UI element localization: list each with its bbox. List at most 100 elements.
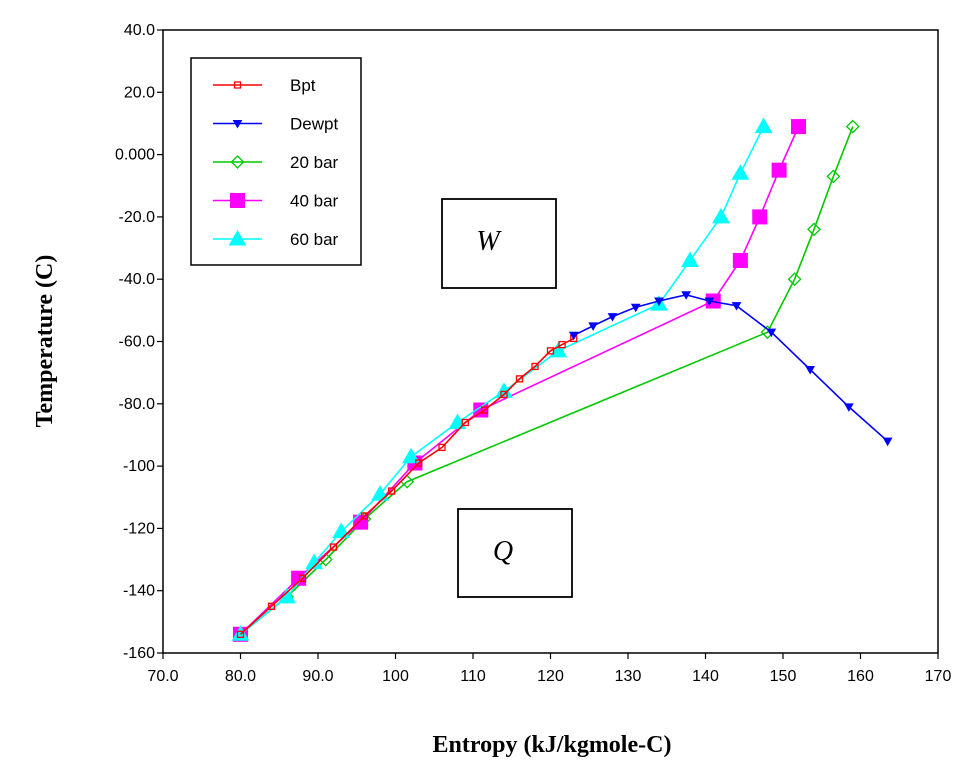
series-line — [573, 293, 889, 442]
series-line — [239, 126, 765, 635]
legend-item: Dewpt — [213, 115, 338, 134]
x-tick-label: 130 — [615, 668, 642, 685]
box-w-frame — [441, 198, 557, 289]
x-tick-label: 70.0 — [147, 668, 178, 685]
y-tick-label: -40.0 — [119, 271, 156, 288]
x-tick-label: 80.0 — [225, 668, 256, 685]
data-point — [731, 302, 742, 311]
data-point — [360, 512, 369, 520]
data-point — [415, 459, 423, 467]
data-point — [233, 81, 242, 89]
data-point — [681, 291, 691, 300]
data-point — [712, 207, 730, 224]
y-tick-label: 0.000 — [115, 147, 155, 164]
y-tick-label: -140 — [123, 583, 155, 600]
data-point — [732, 253, 748, 269]
x-tick-label: 120 — [537, 668, 564, 685]
x-tick-label: 140 — [692, 668, 719, 685]
data-point — [630, 303, 641, 313]
y-tick-label: -120 — [123, 520, 155, 537]
legend-label: 20 bar — [290, 153, 339, 172]
x-tick-label: 150 — [770, 668, 797, 685]
data-point — [704, 297, 715, 307]
data-point — [568, 331, 579, 341]
y-tick-label: -100 — [123, 458, 155, 475]
data-point — [588, 322, 598, 331]
x-tick-label: 160 — [847, 668, 874, 685]
data-point — [844, 403, 854, 412]
y-tick-label: -20.0 — [119, 209, 156, 226]
y-tick-label: -60.0 — [119, 334, 156, 351]
data-point — [787, 272, 802, 287]
data-point — [766, 328, 777, 338]
y-tick-label: 20.0 — [124, 84, 155, 101]
data-point — [371, 485, 389, 501]
data-point — [500, 390, 508, 399]
series-dewpt — [568, 291, 893, 447]
legend: Bpt Dewpt 20 bar 40 bar 60 bar — [190, 57, 362, 266]
x-tick-label: 100 — [382, 668, 409, 685]
data-point — [531, 362, 539, 371]
data-point — [546, 347, 555, 355]
data-point — [845, 119, 860, 134]
data-point — [681, 251, 699, 268]
box-q-label: Q — [493, 536, 513, 567]
y-tick-label: 40.0 — [124, 22, 155, 39]
data-point — [402, 447, 420, 464]
data-point — [228, 229, 247, 246]
series-line — [239, 337, 575, 635]
data-point — [230, 155, 245, 169]
x-axis-title: Entropy (kJ/kgmole-C) — [433, 732, 672, 758]
data-point — [267, 602, 276, 610]
data-point — [298, 574, 307, 582]
x-tick-label: 170 — [925, 668, 952, 685]
data-point — [332, 522, 351, 539]
axis-ticks: 70.0 80.0 90.0 100 110 120 130 140 150 160 170 40.0… — [115, 22, 951, 685]
data-point — [438, 443, 446, 452]
series-line — [239, 126, 854, 635]
legend-label: Bpt — [290, 76, 316, 95]
y-tick-label: -160 — [123, 645, 155, 662]
data-point — [480, 406, 489, 414]
data-point — [329, 543, 338, 551]
data-point — [558, 340, 566, 349]
x-tick-label: 90.0 — [302, 668, 333, 685]
legend-item: 20 bar — [213, 153, 339, 172]
data-point — [387, 487, 396, 495]
data-point — [232, 120, 243, 129]
legend-label: 40 bar — [290, 192, 339, 211]
data-point — [754, 117, 773, 134]
data-point — [448, 413, 467, 429]
data-point — [607, 313, 618, 322]
annotation-box-q: Q — [457, 508, 573, 598]
legend-item: Bpt — [213, 76, 316, 95]
data-point — [807, 222, 821, 237]
data-point — [882, 437, 893, 447]
legend-item: 60 bar — [213, 229, 339, 249]
data-point — [791, 119, 806, 135]
box-q-frame — [457, 508, 573, 598]
x-tick-label: 110 — [460, 668, 486, 685]
legend-label: Dewpt — [290, 115, 338, 134]
box-w-label: W — [476, 226, 502, 257]
data-point — [236, 630, 245, 638]
y-tick-label: -80.0 — [119, 396, 156, 413]
data-point — [752, 209, 768, 225]
series-bpt — [236, 334, 578, 638]
data-point — [230, 193, 245, 208]
data-point — [826, 169, 841, 184]
data-point — [771, 162, 787, 178]
y-axis-title: Temperature (C) — [32, 255, 58, 428]
series-layer — [231, 117, 893, 642]
data-point — [461, 418, 469, 427]
data-point — [515, 375, 524, 383]
data-point — [654, 297, 664, 307]
legend-label: 60 bar — [290, 230, 339, 249]
legend-item: 40 bar — [213, 192, 339, 211]
data-point — [549, 341, 568, 358]
annotation-box-w: W — [441, 198, 557, 289]
data-point — [731, 164, 750, 180]
legend-items: Bpt Dewpt 20 bar 40 bar 60 bar — [213, 76, 339, 249]
data-point — [805, 366, 815, 375]
